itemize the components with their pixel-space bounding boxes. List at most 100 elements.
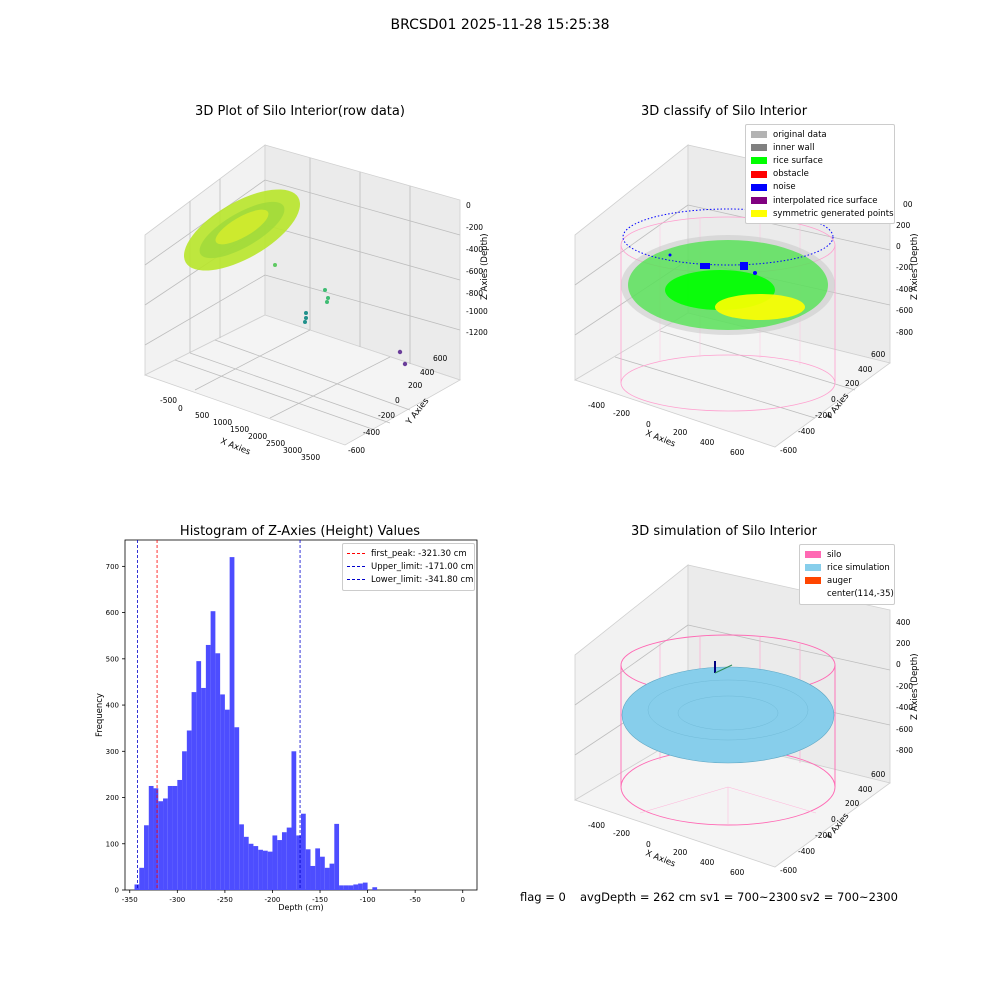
histogram-bar	[305, 849, 311, 890]
tick-label: 400	[420, 368, 435, 377]
legend-label: center(114,-35)	[827, 589, 894, 600]
histogram-bar	[239, 824, 244, 890]
legend-item: symmetric generated points	[751, 207, 894, 220]
raw-3d-plot: -500 0 500 1000 1500 2000 2500 3000 3500…	[143, 144, 490, 462]
histogram-bar	[315, 848, 321, 890]
legend-item: rice simulation	[805, 561, 890, 574]
figure-title: BRCSD01 2025-11-28 15:25:38	[390, 17, 610, 33]
tick-label: -200	[815, 831, 832, 840]
classify-y-tick-labels: -600 -400 -200 0 200 400 600	[780, 350, 886, 455]
tick-label: -200	[896, 263, 913, 272]
legend-swatch	[805, 564, 821, 572]
histogram-bar	[172, 785, 178, 890]
legend-label: rice simulation	[827, 562, 890, 573]
histogram-bar	[339, 885, 344, 890]
legend-swatch	[347, 566, 365, 568]
histogram-legend: first_peak: -321.30 cm Upper_limit: -171…	[342, 543, 475, 591]
legend-label: rice surface	[773, 155, 823, 166]
legend-label: first_peak: -321.30 cm	[371, 548, 467, 559]
histogram-bar	[182, 751, 187, 890]
y-tick-label: 0	[115, 887, 119, 895]
legend-swatch	[347, 553, 365, 555]
histogram-bar	[220, 694, 225, 890]
legend-swatch	[751, 197, 767, 205]
tick-label: 1500	[230, 425, 249, 434]
legend-label: obstacle	[773, 169, 809, 180]
tick-label: 200	[896, 221, 911, 230]
legend-swatch	[751, 210, 767, 218]
histogram-bar	[362, 882, 368, 890]
tick-label: -600	[896, 306, 913, 315]
histogram-bar	[196, 661, 202, 890]
tick-label: 400	[700, 858, 715, 867]
tick-label: 2500	[266, 439, 285, 448]
raw-y-tick-labels: -600 -400 -200 0 200 400 600	[348, 354, 448, 455]
histogram-bar	[258, 849, 263, 890]
histogram-chart: -350 -300 -250 -200 -150 -100 -50 0 0 100 200 300 4…	[95, 539, 478, 912]
histogram-bar	[291, 751, 297, 890]
histogram-bar	[201, 687, 206, 890]
histogram-bar	[324, 867, 330, 890]
tick-label: -800	[896, 746, 913, 755]
legend-item: auger	[805, 574, 889, 587]
histogram-bar	[301, 813, 306, 890]
legend-swatch	[751, 170, 767, 178]
tick-label: 0	[831, 395, 836, 404]
tick-label: 600	[871, 770, 886, 779]
legend-swatch	[751, 144, 767, 152]
simulation-plot-title: 3D simulation of Silo Interior	[631, 524, 817, 539]
tick-label: 0	[466, 201, 471, 210]
raw-3d-axes	[143, 144, 461, 446]
simulation-surface	[620, 634, 836, 826]
tick-label: -200	[378, 411, 395, 420]
histogram-bars	[134, 557, 378, 890]
tick-label: 0	[896, 242, 901, 251]
y-tick-label: 100	[106, 840, 119, 848]
tick-label: 200	[845, 799, 860, 808]
histogram-bar	[177, 779, 183, 890]
legend-swatch	[805, 577, 821, 585]
x-tick-label: 0	[460, 896, 464, 904]
simulation-legend: silo rice simulation auger center(114,-3…	[799, 544, 895, 605]
tick-label: -800	[896, 328, 913, 337]
tick-label: -800	[466, 289, 483, 298]
legend-label: original data	[773, 129, 827, 140]
raw-plot-title: 3D Plot of Silo Interior(row data)	[195, 104, 405, 119]
simulation-y-tick-labels: -600 -400 -200 0 200 400 600	[780, 770, 886, 875]
histogram-bar	[205, 644, 211, 890]
histogram-bar	[348, 885, 354, 890]
legend-item: Lower_limit: -341.80 cm	[347, 573, 473, 586]
y-tick-label: 600	[106, 609, 119, 617]
histogram-bar	[191, 692, 197, 890]
legend-swatch	[751, 131, 767, 139]
legend-label: interpolated rice surface	[773, 195, 878, 206]
legend-item: interpolated rice surface	[751, 194, 889, 207]
histogram-bar	[210, 611, 216, 890]
tick-label: 0	[646, 420, 651, 429]
x-tick-label: -200	[265, 896, 281, 904]
legend-item: original data	[751, 128, 889, 141]
histogram-bar	[158, 801, 164, 890]
legend-item: noise	[751, 181, 889, 194]
legend-label: inner wall	[773, 142, 815, 153]
y-tick-label: 500	[106, 655, 119, 663]
tick-label: 200	[673, 848, 688, 857]
y-tick-label: 300	[106, 748, 119, 756]
classify-point-cloud	[620, 208, 836, 412]
tick-label: 600	[433, 354, 448, 363]
tick-label: -200	[613, 409, 630, 418]
tick-label: 600	[730, 868, 745, 877]
tick-label: -200	[613, 829, 630, 838]
sv2-text: sv2 = 700~2300	[800, 890, 898, 904]
tick-label: 200	[896, 639, 911, 648]
tick-label: 400	[858, 785, 873, 794]
avg-depth-text: avgDepth = 262 cm	[580, 890, 697, 904]
histogram-bar	[320, 856, 325, 890]
legend-item: inner wall	[751, 141, 889, 154]
legend-item: first_peak: -321.30 cm	[347, 547, 470, 560]
histogram-bar	[163, 798, 168, 890]
tick-label: -1200	[466, 328, 488, 337]
legend-swatch	[805, 551, 821, 559]
tick-label: 200	[845, 379, 860, 388]
classify-legend: original data inner wall rice surface ob…	[745, 124, 895, 225]
